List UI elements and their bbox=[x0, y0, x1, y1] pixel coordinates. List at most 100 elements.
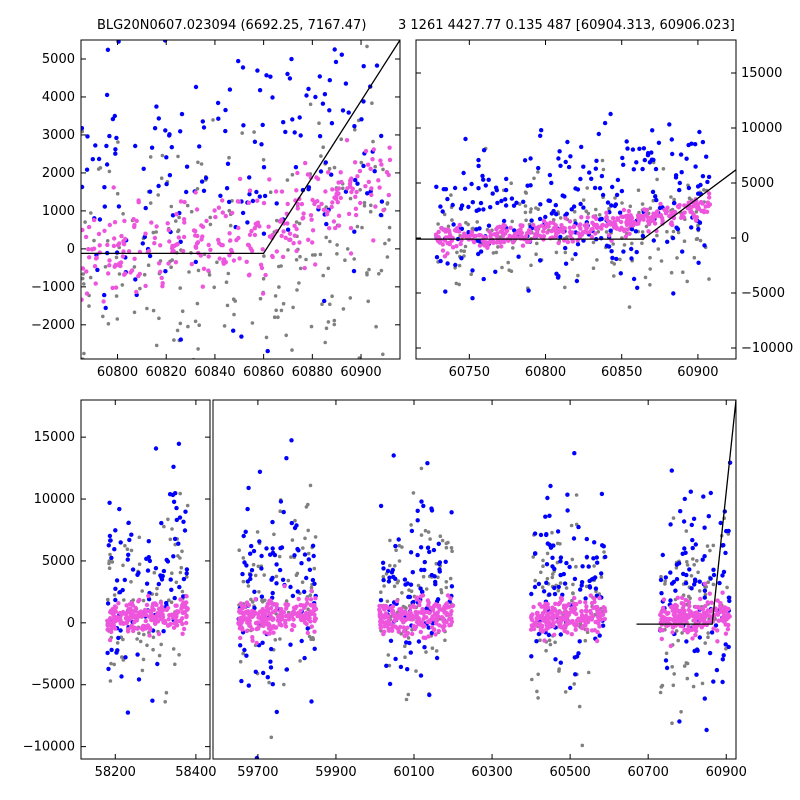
grey-point bbox=[388, 538, 392, 543]
blue-point bbox=[599, 173, 605, 179]
blue-point bbox=[603, 554, 608, 560]
blue-point bbox=[281, 509, 286, 515]
grey-point bbox=[274, 308, 279, 313]
pink-point bbox=[695, 202, 701, 207]
pink-point bbox=[92, 264, 98, 269]
pink-point bbox=[102, 228, 107, 233]
pink-point bbox=[558, 621, 563, 626]
blue-point bbox=[174, 505, 179, 511]
blue-point bbox=[641, 146, 647, 151]
pink-point bbox=[86, 224, 92, 230]
blue-point bbox=[615, 177, 621, 183]
blue-point bbox=[495, 200, 500, 206]
blue-point bbox=[140, 241, 145, 246]
pink-point bbox=[477, 243, 483, 248]
pink-point bbox=[401, 620, 406, 625]
blue-point bbox=[578, 201, 583, 207]
pink-point bbox=[119, 233, 124, 239]
blue-point bbox=[654, 197, 659, 203]
grey-point bbox=[207, 273, 212, 277]
blue-point bbox=[107, 533, 113, 539]
pink-point bbox=[539, 604, 544, 609]
grey-point bbox=[556, 588, 561, 593]
blue-point bbox=[640, 166, 645, 172]
blue-point bbox=[711, 679, 716, 684]
blue-point bbox=[555, 529, 561, 534]
blue-point bbox=[462, 186, 468, 191]
y-tick-label: 0 bbox=[741, 231, 749, 246]
grey-point bbox=[658, 690, 663, 695]
blue-point bbox=[274, 562, 279, 567]
grey-point bbox=[180, 309, 185, 314]
pink-point bbox=[292, 611, 298, 616]
blue-point bbox=[659, 591, 664, 596]
full-light-curve-panel: 58200 58400−10000−50000500010000150005970… bbox=[23, 399, 747, 780]
grey-point bbox=[439, 588, 443, 592]
grey-point bbox=[343, 258, 347, 263]
grey-point bbox=[726, 532, 731, 536]
blue-point bbox=[113, 528, 118, 533]
blue-point bbox=[579, 580, 585, 585]
pink-point bbox=[386, 192, 391, 198]
pink-point bbox=[589, 234, 595, 240]
pink-point bbox=[542, 638, 547, 643]
x-tick-label: 60700 bbox=[628, 765, 669, 780]
grey-point bbox=[332, 165, 337, 170]
pink-point bbox=[672, 619, 678, 625]
grey-point bbox=[98, 166, 103, 170]
pink-point bbox=[283, 624, 289, 629]
blue-point bbox=[597, 633, 602, 638]
grey-point bbox=[212, 285, 216, 290]
blue-point bbox=[305, 626, 310, 631]
blue-point bbox=[381, 566, 386, 571]
blue-point bbox=[707, 650, 713, 656]
pink-point bbox=[405, 625, 410, 630]
grey-point bbox=[187, 270, 191, 274]
pink-point bbox=[299, 201, 305, 207]
blue-point bbox=[481, 177, 486, 182]
grey-point bbox=[169, 204, 174, 209]
pink-point bbox=[598, 613, 603, 619]
blue-point bbox=[312, 581, 317, 586]
pink-point bbox=[304, 596, 309, 602]
pink-point bbox=[433, 632, 438, 637]
pink-point bbox=[673, 603, 679, 608]
blue-point bbox=[501, 218, 507, 224]
grey-point bbox=[540, 585, 545, 589]
pink-point bbox=[353, 194, 358, 199]
grey-point bbox=[196, 160, 200, 165]
pink-series bbox=[105, 593, 190, 643]
pink-point bbox=[659, 609, 664, 615]
grey-point bbox=[115, 641, 120, 645]
grey-point bbox=[536, 170, 540, 174]
pink-point bbox=[87, 255, 92, 260]
grey-point bbox=[309, 637, 313, 641]
pink-point bbox=[414, 614, 420, 619]
blue-point bbox=[109, 555, 114, 561]
blue-point bbox=[564, 560, 569, 566]
blue-point bbox=[529, 591, 534, 597]
blue-point bbox=[679, 170, 684, 175]
pink-point bbox=[128, 614, 133, 619]
grey-point bbox=[108, 552, 112, 557]
pink-point bbox=[279, 611, 284, 616]
pink-point bbox=[330, 187, 335, 192]
grey-point bbox=[241, 556, 246, 560]
blue-point bbox=[435, 597, 441, 602]
blue-point bbox=[708, 490, 713, 496]
pink-point bbox=[250, 627, 255, 632]
pink-point bbox=[441, 627, 446, 633]
grey-point bbox=[87, 304, 91, 308]
blue-point bbox=[586, 564, 591, 569]
pink-point bbox=[284, 606, 289, 611]
grey-point bbox=[167, 598, 171, 602]
pink-point bbox=[353, 212, 359, 218]
pink-point bbox=[267, 600, 273, 606]
pink-point bbox=[247, 615, 252, 620]
pink-point bbox=[287, 237, 292, 242]
blue-point bbox=[690, 537, 695, 543]
blue-point bbox=[265, 348, 270, 354]
blue-point bbox=[236, 58, 241, 64]
blue-point bbox=[640, 233, 646, 239]
pink-point bbox=[590, 226, 595, 232]
